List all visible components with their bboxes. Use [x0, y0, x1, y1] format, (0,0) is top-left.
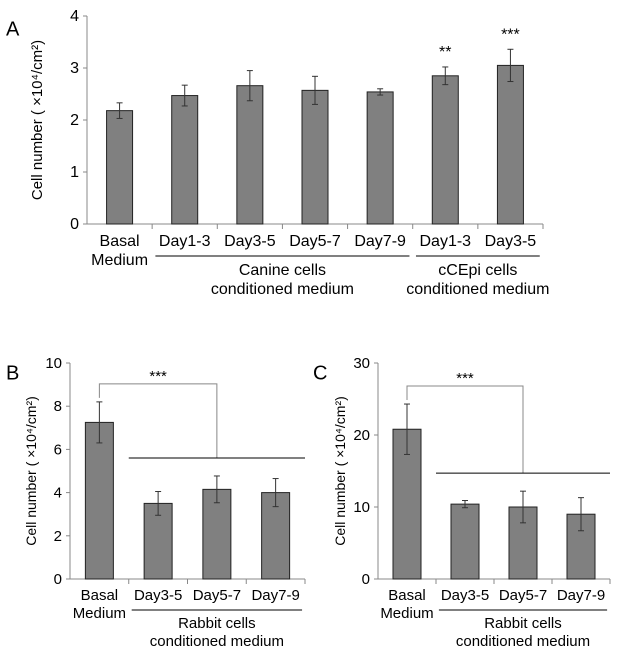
group-label: Rabbit cells conditioned medium: [456, 615, 590, 650]
y-tick-label: 20: [353, 427, 370, 444]
x-tick-label: Day3-5: [134, 587, 182, 604]
bar: [236, 85, 264, 225]
y-tick-label: 30: [353, 355, 370, 372]
y-axis-label: Cell number ( ×10⁴/cm²): [23, 396, 39, 546]
panel-A: A 0 1 2 3 4 Cell number ( ×10⁴/cm²) Basal Medium…: [6, 8, 549, 298]
x-tick-label: Day1-3: [159, 233, 211, 250]
group-label: cCEpi cells conditioned medium: [406, 262, 549, 298]
y-axis-label: Cell number ( ×10⁴/cm²): [29, 40, 46, 200]
x-tick-label: Day3-5: [441, 587, 489, 604]
significance-bracket: [98, 383, 218, 458]
panel-label: B: [6, 363, 19, 385]
y-tick-label: 6: [54, 441, 62, 458]
bar: [106, 110, 134, 225]
x-tick-label: Basal Medium: [380, 587, 433, 622]
x-tick-label: Day7-9: [251, 587, 299, 604]
y-tick-label: 8: [54, 398, 62, 415]
bar: [496, 64, 524, 225]
x-tick-label: Day1-3: [419, 233, 471, 250]
y-tick-label: 0: [54, 571, 62, 588]
y-tick-label: 3: [70, 60, 79, 77]
significance-marker: ***: [149, 368, 167, 385]
x-tick-label: Day3-5: [485, 233, 537, 250]
panel-label: C: [313, 363, 327, 385]
bar: [450, 503, 480, 580]
y-tick-label: 2: [54, 528, 62, 545]
bar: [171, 95, 199, 225]
y-tick-label: 0: [362, 571, 370, 588]
significance-marker: ***: [501, 26, 520, 43]
group-label: Canine cells conditioned medium: [211, 262, 354, 298]
y-tick-label: 2: [70, 112, 79, 129]
bar: [366, 91, 394, 225]
panel-C: C 0 10 20 30 Cell number ( ×10⁴/cm²) Basal Medi…: [313, 355, 611, 650]
x-tick-label: Basal Medium: [73, 587, 126, 622]
x-tick-label: Day5-7: [193, 587, 241, 604]
x-tick-label: Day5-7: [289, 233, 341, 250]
bar: [143, 502, 173, 580]
bar: [431, 75, 459, 225]
x-tick-label: Day5-7: [499, 587, 547, 604]
y-tick-label: 0: [70, 216, 79, 233]
panel-label: A: [6, 19, 20, 41]
significance-bracket: [406, 385, 524, 474]
y-tick-label: 10: [45, 355, 62, 372]
significance-marker: ***: [456, 370, 474, 387]
y-tick-label: 4: [70, 8, 79, 25]
y-axis-label: Cell number ( ×10⁴/cm²): [332, 396, 348, 546]
y-tick-label: 10: [353, 499, 370, 516]
group-label: Rabbit cells conditioned medium: [150, 615, 284, 650]
x-tick-label: Basal Medium: [91, 233, 148, 269]
x-tick-label: Day7-9: [557, 587, 605, 604]
y-tick-label: 1: [70, 164, 79, 181]
panel-B: B 0 2 4 6 8 10 Cell number ( ×10⁴/cm²) Basal Medi…: [6, 355, 306, 650]
x-tick-label: Day7-9: [354, 233, 406, 250]
x-tick-label: Day3-5: [224, 233, 276, 250]
bar: [301, 89, 329, 225]
y-tick-label: 4: [54, 485, 62, 502]
significance-marker: **: [439, 44, 451, 61]
bar: [84, 421, 114, 580]
